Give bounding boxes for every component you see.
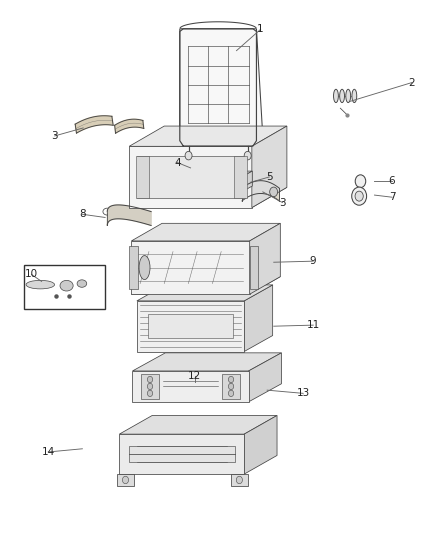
Polygon shape bbox=[129, 126, 287, 146]
Polygon shape bbox=[223, 374, 240, 399]
Polygon shape bbox=[119, 416, 277, 434]
Polygon shape bbox=[119, 434, 244, 474]
Polygon shape bbox=[117, 474, 134, 486]
Text: 6: 6 bbox=[389, 176, 396, 186]
Text: 8: 8 bbox=[79, 209, 86, 219]
Polygon shape bbox=[226, 176, 243, 191]
Circle shape bbox=[236, 477, 242, 484]
Polygon shape bbox=[249, 353, 281, 402]
Ellipse shape bbox=[139, 255, 150, 279]
Text: 3: 3 bbox=[51, 131, 58, 141]
Polygon shape bbox=[252, 126, 287, 207]
Polygon shape bbox=[132, 371, 249, 402]
Polygon shape bbox=[244, 416, 277, 474]
Polygon shape bbox=[129, 246, 138, 289]
Polygon shape bbox=[250, 223, 280, 294]
Polygon shape bbox=[244, 285, 272, 352]
Polygon shape bbox=[131, 277, 280, 294]
Text: 11: 11 bbox=[307, 320, 320, 330]
Text: 9: 9 bbox=[310, 256, 317, 266]
Polygon shape bbox=[107, 205, 151, 225]
Text: 14: 14 bbox=[42, 447, 55, 457]
Text: 3: 3 bbox=[279, 198, 286, 207]
Polygon shape bbox=[226, 171, 252, 176]
Text: 5: 5 bbox=[266, 172, 273, 182]
Polygon shape bbox=[166, 130, 177, 151]
Circle shape bbox=[185, 151, 192, 160]
Circle shape bbox=[147, 390, 153, 397]
Polygon shape bbox=[137, 285, 272, 301]
Ellipse shape bbox=[334, 89, 338, 102]
Circle shape bbox=[352, 187, 367, 205]
Polygon shape bbox=[242, 181, 279, 201]
Circle shape bbox=[147, 383, 153, 390]
Ellipse shape bbox=[340, 89, 345, 102]
Polygon shape bbox=[243, 171, 252, 191]
Polygon shape bbox=[148, 314, 233, 338]
Polygon shape bbox=[136, 156, 149, 198]
Text: 10: 10 bbox=[25, 270, 38, 279]
Text: 7: 7 bbox=[389, 192, 396, 202]
Text: 12: 12 bbox=[188, 371, 201, 381]
Text: 2: 2 bbox=[408, 78, 415, 87]
Text: 1: 1 bbox=[257, 25, 264, 34]
Polygon shape bbox=[132, 353, 281, 371]
Polygon shape bbox=[129, 446, 234, 463]
Polygon shape bbox=[131, 241, 250, 294]
Bar bbox=[24, 265, 105, 309]
Ellipse shape bbox=[77, 280, 87, 287]
Ellipse shape bbox=[352, 89, 357, 102]
Polygon shape bbox=[75, 116, 113, 133]
Circle shape bbox=[122, 477, 129, 484]
Circle shape bbox=[229, 376, 234, 383]
Polygon shape bbox=[129, 187, 287, 207]
Circle shape bbox=[355, 191, 363, 201]
Polygon shape bbox=[131, 223, 280, 241]
Circle shape bbox=[229, 390, 234, 397]
Ellipse shape bbox=[26, 280, 54, 289]
Polygon shape bbox=[180, 29, 263, 146]
Polygon shape bbox=[129, 146, 252, 207]
Circle shape bbox=[270, 187, 278, 197]
Polygon shape bbox=[137, 301, 244, 352]
Circle shape bbox=[147, 376, 153, 383]
Polygon shape bbox=[234, 156, 247, 198]
Polygon shape bbox=[137, 156, 244, 198]
Polygon shape bbox=[231, 474, 247, 486]
Polygon shape bbox=[250, 246, 258, 289]
Polygon shape bbox=[115, 119, 144, 133]
Ellipse shape bbox=[346, 89, 350, 102]
Polygon shape bbox=[141, 374, 159, 399]
Text: 13: 13 bbox=[297, 389, 310, 398]
Circle shape bbox=[229, 383, 234, 390]
Ellipse shape bbox=[60, 280, 73, 291]
Text: 4: 4 bbox=[174, 158, 181, 167]
Circle shape bbox=[244, 151, 251, 160]
Circle shape bbox=[355, 175, 366, 188]
